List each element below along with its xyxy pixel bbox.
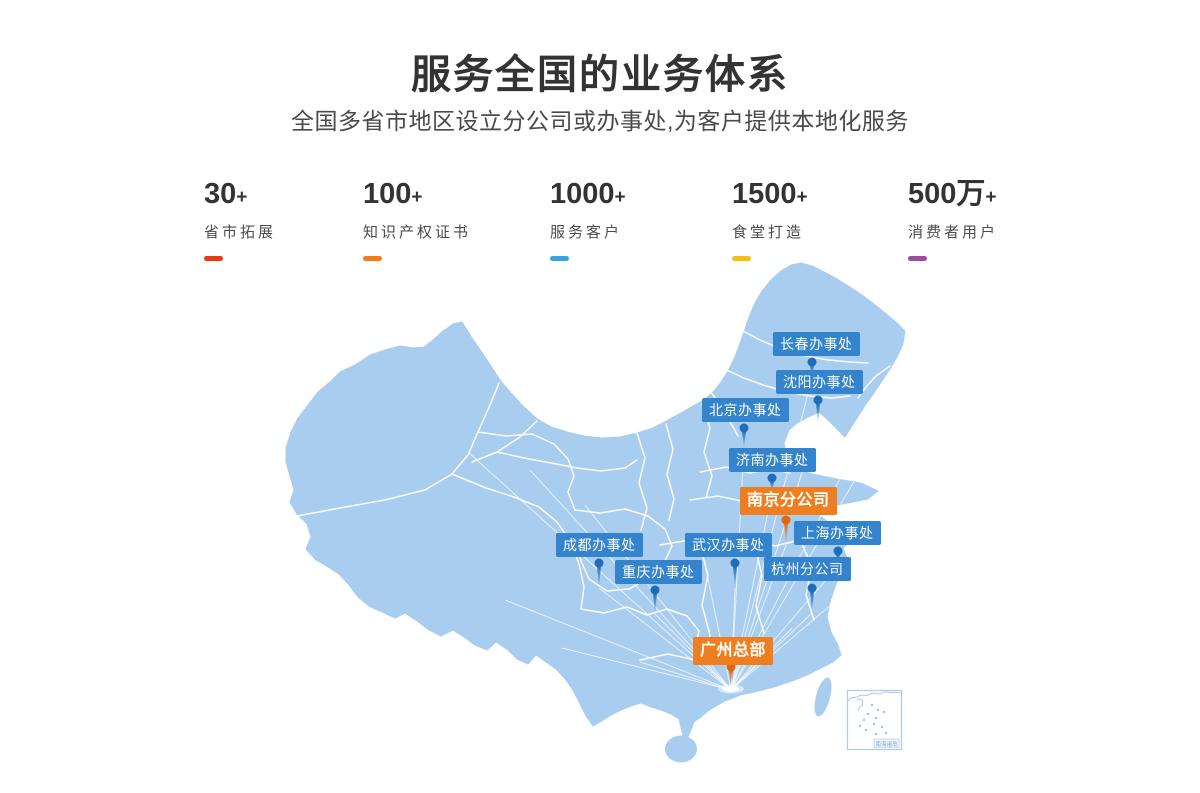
stat-clients: 1000+ 服务客户 [550,180,626,261]
map-label-shanghai: 上海办事处 [794,521,881,545]
stat-label: 知识产权证书 [363,224,472,241]
stat-value: 500万+ [908,178,997,210]
map-label-wuhan: 武汉办事处 [685,533,772,557]
stat-label: 食堂打造 [732,224,805,241]
map-label-chongqing: 重庆办事处 [615,560,702,584]
taiwan-island [814,677,832,717]
map-label-hangzhou: 杭州分公司 [764,557,851,581]
inset-label: 南海诸岛 [875,740,898,748]
pin-chongqing [650,585,660,615]
stat-accent-bar [908,256,927,261]
stat-value: 100+ [363,178,423,210]
stat-label: 服务客户 [550,224,623,241]
stat-ip-certificates: 100+ 知识产权证书 [363,180,471,261]
map-label-shenyang: 沈阳办事处 [776,370,863,394]
stat-label: 省市拓展 [204,224,277,241]
map-label-guangzhou-hq: 广州总部 [693,637,774,665]
pin-hangzhou [807,583,817,613]
stat-value: 1000+ [550,178,626,210]
map-label-jinan: 济南办事处 [729,448,816,472]
south-china-sea-inset: 南海诸岛 [846,689,903,751]
stat-accent-bar [550,256,569,261]
pin-nanjing [781,515,791,545]
inset-islands [858,703,888,736]
page-subtitle: 全国多省市地区设立分公司或办事处,为客户提供本地化服务 [291,108,909,134]
stat-value: 30+ [204,178,248,210]
map-label-chengdu: 成都办事处 [556,533,643,557]
pin-shenyang [813,395,823,424]
hainan-island [665,735,697,763]
pin-chengdu [594,558,604,588]
stat-accent-bar [204,256,223,261]
map-label-beijing: 北京办事处 [702,398,789,422]
stat-label: 消费者用户 [908,224,999,241]
stat-accent-bar [363,256,382,261]
pin-beijing [739,423,749,448]
pin-wuhan [730,558,740,588]
stat-consumers: 500万+ 消费者用户 [908,180,998,261]
stat-canteens: 1500+ 食堂打造 [732,180,808,261]
stat-accent-bar [732,256,751,261]
stat-value: 1500+ [732,178,808,210]
china-landmass [285,262,906,738]
map-label-nanjing-branch: 南京分公司 [740,487,837,515]
location-pins [594,357,843,694]
map-label-changchun: 长春办事处 [773,332,860,356]
page-title: 服务全国的业务体系 [411,53,789,97]
stat-provinces: 30+ 省市拓展 [204,180,276,261]
